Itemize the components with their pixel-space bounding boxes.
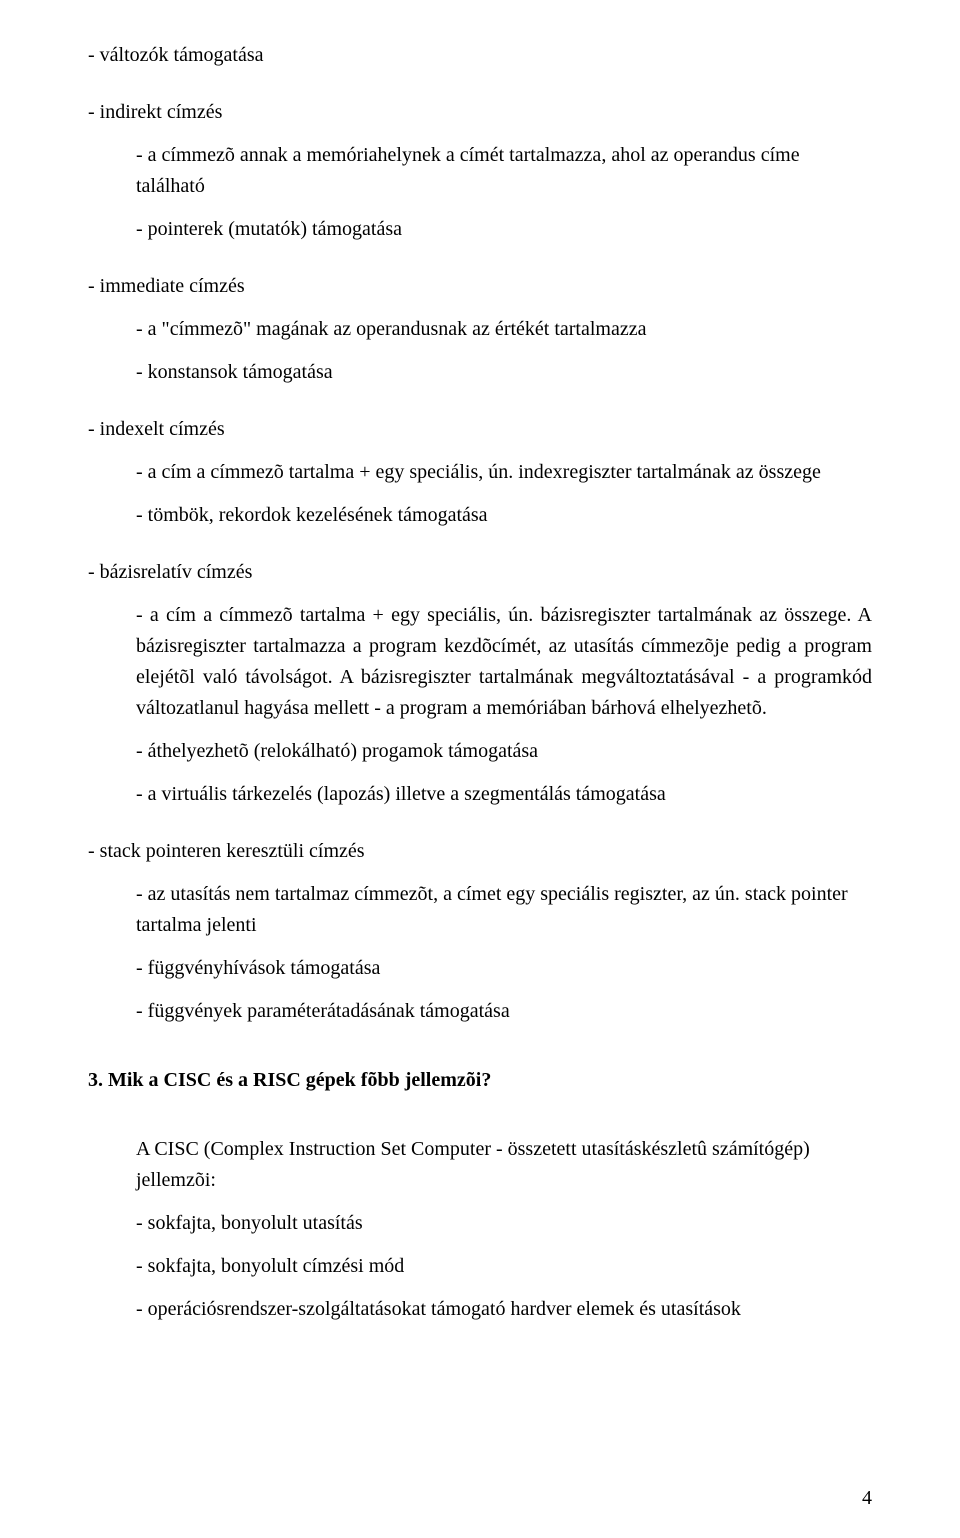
bazisrelativ-line-3: - a virtuális tárkezelés (lapozás) illet…	[88, 779, 872, 810]
spacer	[88, 543, 872, 557]
indexelt-line-2: - tömbök, rekordok kezelésének támogatás…	[88, 500, 872, 531]
cisc-line-2: - sokfajta, bonyolult címzési mód	[88, 1251, 872, 1282]
spacer	[88, 257, 872, 271]
spacer	[88, 400, 872, 414]
bazisrelativ-body: - a cím a címmezõ tartalma + egy speciál…	[88, 600, 872, 724]
immediate-title: - immediate címzés	[88, 271, 872, 302]
spacer	[88, 83, 872, 97]
immediate-line-2: - konstansok támogatása	[88, 357, 872, 388]
bazisrelativ-line-2: - áthelyezhetõ (relokálható) progamok tá…	[88, 736, 872, 767]
bazisrelativ-title: - bázisrelatív címzés	[88, 557, 872, 588]
indexelt-line-1: - a cím a címmezõ tartalma + egy speciál…	[88, 457, 872, 488]
stack-title: - stack pointeren keresztüli címzés	[88, 836, 872, 867]
indirekt-line-2: - pointerek (mutatók) támogatása	[88, 214, 872, 245]
cisc-intro: A CISC (Complex Instruction Set Computer…	[88, 1134, 872, 1196]
page-number: 4	[862, 1487, 872, 1510]
spacer	[88, 822, 872, 836]
immediate-line-1: - a "címmezõ" magának az operandusnak az…	[88, 314, 872, 345]
stack-line-1: - az utasítás nem tartalmaz címmezõt, a …	[88, 879, 872, 941]
valtozok-title: - változók támogatása	[88, 40, 872, 71]
spacer	[88, 1039, 872, 1065]
cisc-line-1: - sokfajta, bonyolult utasítás	[88, 1208, 872, 1239]
indirekt-line-1: - a címmezõ annak a memóriahelynek a cím…	[88, 140, 872, 202]
cisc-line-3: - operációsrendszer-szolgáltatásokat tám…	[88, 1294, 872, 1325]
indirekt-title: - indirekt címzés	[88, 97, 872, 128]
stack-line-2: - függvényhívások támogatása	[88, 953, 872, 984]
indexelt-title: - indexelt címzés	[88, 414, 872, 445]
document-page: - változók támogatása - indirekt címzés …	[0, 0, 960, 1377]
spacer	[88, 1108, 872, 1134]
stack-line-3: - függvények paraméterátadásának támogat…	[88, 996, 872, 1027]
heading-3: 3. Mik a CISC és a RISC gépek fõbb jelle…	[88, 1065, 872, 1096]
